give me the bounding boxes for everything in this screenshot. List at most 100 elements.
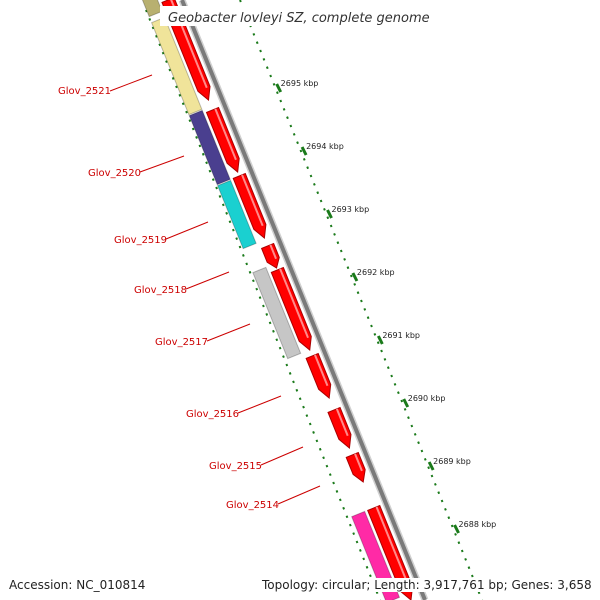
- tick-dot: [258, 296, 262, 299]
- tick-dot: [393, 382, 397, 386]
- callout-line: [237, 395, 282, 414]
- kbp-labels: 2695 kbp 2694 kbp 2693 kbp 2692 kbp 2691 kbp…: [275, 79, 496, 534]
- tick-dot: [188, 119, 192, 122]
- tick-dot: [333, 232, 336, 236]
- cds-track: [161, 0, 414, 600]
- tick-dot: [407, 416, 410, 420]
- tick-dot: [275, 338, 279, 342]
- tick-dot: [191, 127, 195, 131]
- tick-dot: [410, 424, 414, 428]
- tick-dot: [342, 506, 345, 510]
- kbp-label: 2691 kbp: [382, 331, 420, 340]
- gene-block: [252, 266, 302, 360]
- tick-dot: [215, 186, 218, 190]
- tick-dot: [289, 124, 293, 128]
- tick-dot: [225, 211, 228, 215]
- tick-dot: [239, 0, 242, 3]
- cds-highlight: [269, 244, 277, 260]
- tick-dot: [359, 549, 362, 552]
- cds-highlight: [354, 453, 363, 472]
- gene-track: [141, 0, 401, 600]
- tick-dot: [329, 224, 333, 228]
- tick-dot: [308, 422, 312, 426]
- tick-dot: [259, 49, 262, 53]
- tick-dot: [434, 482, 437, 486]
- gene-block: [141, 0, 163, 18]
- tick-dot: [454, 532, 457, 536]
- callout-line: [185, 271, 230, 290]
- tick-dot: [245, 262, 249, 266]
- tick-dot: [318, 447, 322, 451]
- tick-dot: [437, 491, 441, 495]
- tick-dot: [349, 274, 353, 278]
- tick-dot: [292, 380, 295, 384]
- tick-dot: [151, 26, 155, 30]
- tick-dot: [252, 279, 255, 283]
- tick-dot: [262, 304, 265, 308]
- major-tick: [300, 146, 308, 156]
- tick-dot: [383, 357, 387, 361]
- tick-dot: [447, 516, 451, 520]
- tick-dot: [343, 257, 346, 261]
- callout-line: [139, 155, 185, 173]
- tick-dot: [366, 316, 370, 320]
- tick-dot: [299, 149, 303, 153]
- tick-dot: [430, 474, 434, 478]
- tick-dot: [265, 313, 269, 316]
- tick-dot: [285, 363, 289, 367]
- tick-dot: [235, 237, 239, 240]
- major-tick: [351, 272, 359, 282]
- tick-dot: [423, 457, 427, 461]
- tick-dot: [279, 99, 283, 103]
- tick-dot: [464, 557, 467, 561]
- tick-dot: [477, 591, 481, 595]
- tick-dot: [332, 481, 335, 485]
- tick-dot: [155, 34, 158, 38]
- gene-block: [216, 179, 257, 250]
- tick-dot: [457, 541, 461, 545]
- gene-block: [188, 109, 231, 186]
- tick-dot: [365, 565, 369, 569]
- cds-highlight: [314, 354, 329, 387]
- cds-arrow: [205, 106, 240, 173]
- tick-dot: [272, 82, 276, 86]
- tick-dot: [413, 432, 417, 436]
- tick-dot: [161, 51, 165, 55]
- tick-dot: [165, 60, 168, 63]
- tick-dot: [145, 9, 148, 13]
- gene-block: [351, 510, 401, 600]
- tick-dot: [252, 32, 256, 36]
- tick-dot: [262, 57, 266, 61]
- tick-dot: [444, 507, 447, 511]
- tick-dot: [198, 144, 202, 148]
- major-tick: [402, 398, 410, 408]
- tick-dot: [362, 557, 366, 561]
- gene-label: Glov_2515: [209, 461, 262, 472]
- tick-dot: [242, 254, 245, 257]
- tick-dot: [356, 291, 360, 295]
- tick-dot: [403, 407, 407, 411]
- kbp-label: 2695 kbp: [281, 79, 319, 88]
- cds-arrow: [232, 172, 267, 239]
- tick-dot: [323, 207, 326, 211]
- tick-dot: [269, 74, 273, 78]
- tick-dot: [255, 287, 259, 291]
- tick-dot: [319, 199, 323, 203]
- tick-dot: [386, 366, 390, 370]
- tick-dot: [467, 566, 471, 570]
- tick-dot: [265, 66, 269, 70]
- kbp-label: 2692 kbp: [357, 268, 395, 277]
- major-tick: [326, 209, 333, 219]
- tick-dot: [282, 355, 285, 358]
- callout-line: [277, 485, 321, 505]
- tick-dot: [171, 77, 175, 80]
- callout-line: [109, 74, 153, 92]
- cds-arrow: [327, 406, 352, 449]
- tick-dot: [322, 456, 325, 460]
- tick-dot: [296, 141, 299, 145]
- tick-dot: [148, 18, 152, 21]
- map-title: Geobacter lovleyi SZ, complete genome: [168, 11, 430, 26]
- tick-dot: [238, 245, 242, 249]
- tick-dot: [168, 68, 172, 72]
- cds-highlight: [241, 174, 264, 227]
